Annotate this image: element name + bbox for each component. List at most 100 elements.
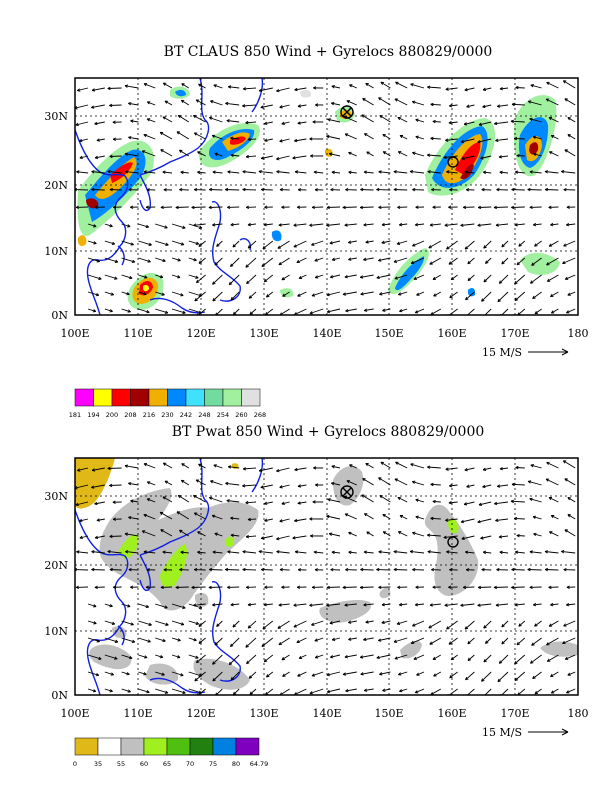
wind-vector-arrow [446,620,458,630]
wind-vector-arrow [545,189,559,191]
wind-vector-arrowhead [429,641,433,645]
wind-vector-arrowhead [514,677,519,682]
wind-vector-arrow [410,550,425,554]
wind-vector-arrow [124,465,139,469]
wind-vector-arrow [128,482,139,486]
wind-vector-arrowhead [531,642,535,646]
wind-vector-arrow [448,501,458,504]
wind-vector-arrowhead [214,262,218,266]
wind-vector-arrowhead [264,205,268,209]
wind-vector-arrowhead [477,603,481,607]
wind-vector-arrowhead [210,100,214,104]
wind-vector-arrow [493,586,509,588]
wind-vector-arrow [242,104,257,107]
wind-vector-arrowhead [344,223,348,227]
wind-vector-arrowhead [144,275,148,279]
wind-vector-arrow [364,513,374,520]
wind-vector-arrowhead [193,603,197,607]
wind-vector-arrowhead [527,567,531,572]
wind-vector-arrowhead [112,585,117,589]
wind-vector-arrow [171,257,181,262]
wind-vector-arrowhead [128,102,132,106]
wind-vector-arrowhead [212,170,216,174]
wind-vector-arrowhead [281,501,285,505]
wind-vector-arrowhead [549,151,553,155]
top-lat-label-10N: 10N [44,245,68,258]
wind-vector-arrowhead [399,515,403,519]
wind-vector-arrow [364,133,374,140]
wind-vector-arrowhead [326,205,330,210]
wind-vector-arrow [516,155,525,157]
bottom-map-frame [74,457,579,696]
wind-vector-arrowhead [567,292,571,296]
wind-vector-arrow [482,87,492,91]
wind-vector-arrowhead [297,484,302,488]
wind-vector-arrowhead [534,310,539,315]
wind-vector-arrow [326,671,341,676]
wind-vector-arrow [465,551,475,554]
wind-vector-arrow [551,515,559,520]
wind-vector-arrowhead [465,188,470,192]
wind-vector-arrowhead [94,205,98,210]
colorbar-tick-label: 70 [186,760,194,768]
wind-vector-arrow [181,479,190,486]
wind-vector-arrow [125,551,139,554]
wind-vector-arrow [95,535,105,539]
wind-vector-arrowhead [529,170,533,174]
wind-vector-arrowhead [228,661,233,666]
wind-vector-arrowhead [176,511,181,515]
wind-vector-arrowhead [96,639,101,643]
wind-vector-arrow [171,637,181,642]
wind-vector-arrowhead [363,603,367,607]
wind-vector-arrow [177,115,190,123]
wind-vector-arrowhead [96,259,101,263]
wind-vector-arrow [227,171,240,174]
top-lon-label-100E: 100E [60,327,89,340]
wind-vector-arrowhead [482,467,487,472]
wind-vector-arrow [79,518,89,522]
wind-vector-arrow [242,569,257,571]
wind-vector-arrowhead [197,550,201,555]
wind-vector-arrowhead [145,205,149,209]
wind-vector-arrow [563,620,576,627]
wind-vector-arrow [326,688,341,693]
wind-vector-arrowhead [446,170,450,174]
wind-vector-arrowhead [258,88,263,93]
wind-vector-arrowhead [415,585,419,589]
wind-vector-arrow [518,240,526,247]
wind-vector-arrow [365,240,374,243]
wind-vector-arrowhead [516,641,521,646]
wind-vector-arrow [261,535,273,539]
top-panel-title: BT CLAUS 850 Wind + Gyrelocs 880829/0000 [164,44,493,60]
wind-vector-arrow [527,569,542,571]
wind-vector-arrow [518,620,526,627]
wind-vector-arrow [444,223,458,226]
wind-vector-arrowhead [331,85,335,89]
wind-vector-arrowhead [146,188,150,192]
wind-vector-arrowhead [567,134,571,138]
wind-vector-arrow [466,104,475,108]
wind-vector-arrow [348,257,357,261]
wind-vector-arrowhead [143,550,147,554]
wind-vector-arrowhead [494,121,498,126]
wind-vector-arrowhead [309,311,313,315]
wind-vector-arrowhead [212,281,216,285]
wind-vector-arrow [276,87,290,92]
wind-vector-arrow [461,155,475,160]
wind-vector-arrowhead [230,516,234,520]
wind-vector-arrow [398,291,408,296]
wind-vector-arrowhead [130,242,134,246]
wind-vector-arrowhead [483,245,487,249]
wind-vector-arrow [197,151,206,157]
wind-vector-arrow [109,569,122,571]
wind-vector-arrow [194,291,206,302]
colorbar-swatch [111,388,131,407]
wind-vector-arrowhead [480,156,484,160]
wind-vector-arrowhead [110,672,115,676]
wind-vector-arrowhead [345,567,349,572]
wind-vector-arrowhead [311,673,316,677]
wind-vector-arrow [195,99,206,106]
wind-vector-arrow [262,240,274,250]
wind-vector-arrowhead [314,638,318,642]
top-lon-label-110E: 110E [123,327,152,340]
